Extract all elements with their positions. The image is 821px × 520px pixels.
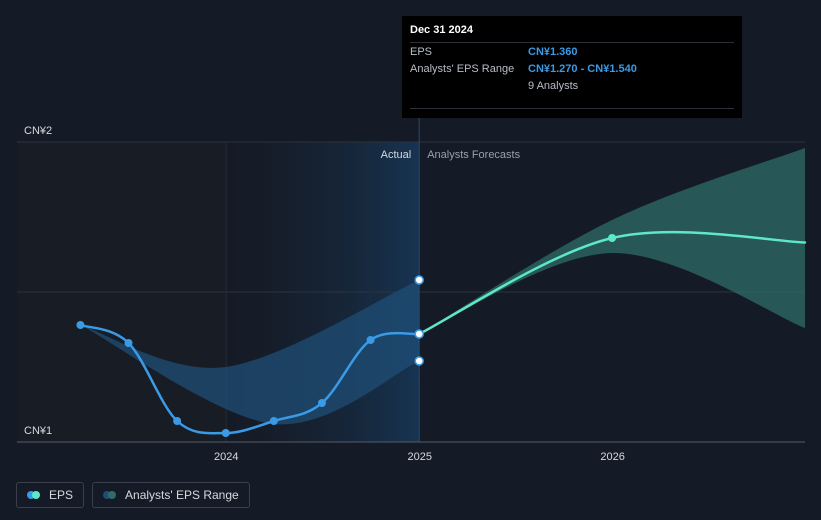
y-tick-label: CN¥2	[24, 125, 52, 137]
actual-label: Actual	[381, 149, 412, 161]
x-tick-label: 2024	[214, 451, 238, 463]
tooltip-analysts: 9 Analysts	[528, 79, 579, 92]
eps-point	[317, 399, 326, 407]
range-swatch-icon	[103, 491, 117, 499]
legend-range[interactable]: Analysts' EPS Range	[92, 482, 250, 508]
eps-point	[366, 336, 375, 344]
eps-point	[124, 339, 133, 347]
y-tick-label: CN¥1	[24, 425, 52, 437]
eps-point	[221, 429, 230, 437]
forecast-label: Analysts Forecasts	[427, 149, 520, 161]
eps-swatch-icon	[27, 491, 41, 499]
eps-point	[76, 321, 85, 329]
range-marker	[414, 275, 424, 285]
range-marker	[414, 356, 424, 366]
tooltip-eps-value: CN¥1.360	[528, 45, 578, 58]
eps-point	[173, 417, 182, 425]
eps-line	[79, 323, 421, 435]
eps-point	[414, 329, 424, 339]
x-tick-label: 2025	[407, 451, 431, 463]
legend-range-label: Analysts' EPS Range	[125, 488, 239, 502]
tooltip-eps-label: EPS	[410, 45, 433, 58]
legend: EPS Analysts' EPS Range	[16, 482, 250, 508]
tooltip-range-label: Analysts' EPS Range	[410, 62, 515, 75]
eps-point	[269, 417, 278, 425]
forecast-point	[608, 234, 617, 242]
tooltip-range-value: CN¥1.270 - CN¥1.540	[528, 62, 637, 75]
legend-eps-label: EPS	[49, 488, 74, 502]
tooltip: Dec 31 2024 EPS CN¥1.360 Analysts' EPS R…	[402, 16, 742, 118]
tooltip-date: Dec 31 2024	[410, 24, 473, 36]
x-tick-label: 2026	[600, 451, 624, 463]
legend-eps[interactable]: EPS	[16, 482, 85, 508]
